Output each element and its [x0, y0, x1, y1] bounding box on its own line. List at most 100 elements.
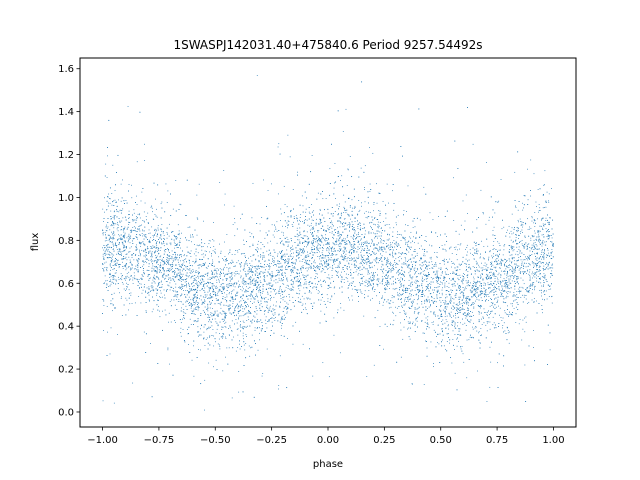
data-point — [333, 213, 334, 215]
data-point — [284, 237, 286, 239]
data-point — [360, 258, 362, 260]
data-point — [391, 268, 393, 270]
data-point — [115, 223, 117, 225]
data-point — [302, 248, 304, 249]
data-point — [256, 310, 258, 312]
data-point — [326, 231, 327, 232]
data-point — [203, 275, 204, 277]
data-point — [254, 327, 256, 329]
data-point — [305, 309, 307, 310]
data-point — [509, 288, 511, 289]
data-point — [533, 222, 535, 224]
data-point — [460, 291, 462, 293]
data-point — [171, 267, 173, 269]
data-point — [475, 291, 476, 293]
data-point — [466, 315, 468, 316]
data-point — [253, 301, 255, 303]
data-point — [263, 284, 265, 285]
data-point — [163, 250, 165, 252]
data-point — [114, 210, 115, 212]
data-point — [105, 261, 107, 263]
data-point — [276, 301, 277, 303]
data-point — [139, 213, 141, 215]
data-point — [542, 286, 544, 287]
data-point — [264, 260, 266, 262]
data-point — [300, 234, 302, 235]
data-point — [544, 223, 546, 225]
data-point — [208, 326, 210, 328]
data-point — [303, 242, 305, 243]
data-point — [175, 295, 177, 297]
data-point — [471, 292, 473, 294]
data-point — [443, 276, 445, 277]
data-point — [291, 278, 293, 280]
data-point — [376, 244, 378, 246]
data-point — [243, 322, 245, 323]
data-point — [196, 299, 197, 301]
data-point — [384, 257, 386, 259]
data-point — [464, 322, 466, 324]
data-point — [191, 359, 193, 361]
data-point — [323, 237, 324, 239]
data-point — [155, 275, 157, 277]
data-point — [430, 300, 432, 301]
data-point — [261, 217, 263, 218]
data-point — [369, 284, 371, 286]
data-point — [468, 339, 470, 341]
data-point — [296, 292, 297, 294]
data-point — [434, 311, 436, 313]
data-point — [343, 271, 345, 272]
data-point — [203, 326, 205, 328]
data-point — [310, 222, 312, 224]
data-point — [247, 287, 249, 289]
data-point — [481, 270, 483, 272]
data-point — [322, 265, 324, 267]
data-point — [531, 217, 533, 219]
data-point — [140, 277, 142, 279]
data-point — [391, 245, 393, 247]
data-point — [106, 177, 108, 178]
data-point — [526, 258, 527, 260]
data-point — [465, 317, 467, 319]
data-point — [179, 242, 181, 243]
data-point — [385, 264, 387, 266]
data-point — [443, 302, 445, 304]
data-point — [310, 265, 312, 267]
data-point — [160, 255, 162, 257]
data-point — [497, 255, 499, 257]
data-point — [152, 286, 154, 288]
data-point — [228, 270, 230, 272]
data-point — [378, 258, 380, 259]
data-point — [433, 298, 435, 299]
data-point — [240, 266, 241, 268]
data-point — [531, 292, 533, 294]
data-point — [207, 273, 209, 275]
data-point — [285, 317, 286, 318]
data-point — [110, 327, 112, 329]
data-point — [394, 243, 396, 244]
data-point — [177, 291, 178, 293]
data-point — [165, 291, 167, 292]
data-point — [551, 252, 552, 254]
data-point — [138, 296, 140, 297]
data-point — [380, 237, 381, 239]
data-point — [350, 218, 351, 220]
data-point — [300, 278, 302, 280]
data-point — [312, 251, 314, 253]
data-point — [341, 254, 342, 256]
data-point — [451, 263, 453, 264]
data-point — [381, 276, 383, 278]
data-point — [360, 167, 362, 169]
data-point — [336, 238, 338, 240]
data-point — [172, 208, 174, 210]
data-point — [364, 212, 365, 214]
data-point — [529, 226, 530, 228]
data-point — [221, 283, 223, 285]
data-point — [268, 268, 270, 270]
data-point — [142, 220, 144, 221]
data-point — [174, 270, 175, 271]
data-point — [427, 277, 428, 279]
data-point — [430, 256, 432, 258]
data-point — [151, 251, 153, 253]
data-point — [107, 155, 108, 157]
